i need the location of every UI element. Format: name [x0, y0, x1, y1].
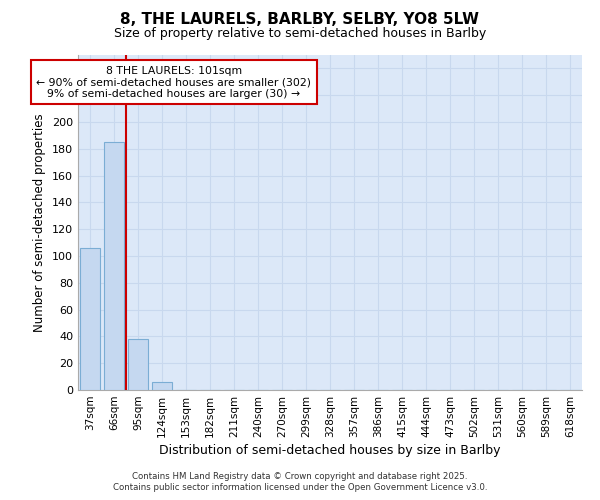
Y-axis label: Number of semi-detached properties: Number of semi-detached properties	[34, 113, 46, 332]
Bar	[80, 248, 100, 390]
X-axis label: Distribution of semi-detached houses by size in Barlby: Distribution of semi-detached houses by …	[159, 444, 501, 457]
Text: Contains public sector information licensed under the Open Government Licence v3: Contains public sector information licen…	[113, 484, 487, 492]
Bar	[128, 339, 148, 390]
Bar	[152, 382, 172, 390]
Text: 8 THE LAURELS: 101sqm
← 90% of semi-detached houses are smaller (302)
9% of semi: 8 THE LAURELS: 101sqm ← 90% of semi-deta…	[37, 66, 311, 99]
Bar	[104, 142, 124, 390]
Text: Size of property relative to semi-detached houses in Barlby: Size of property relative to semi-detach…	[114, 28, 486, 40]
Text: 8, THE LAURELS, BARLBY, SELBY, YO8 5LW: 8, THE LAURELS, BARLBY, SELBY, YO8 5LW	[121, 12, 479, 28]
Text: Contains HM Land Registry data © Crown copyright and database right 2025.: Contains HM Land Registry data © Crown c…	[132, 472, 468, 481]
